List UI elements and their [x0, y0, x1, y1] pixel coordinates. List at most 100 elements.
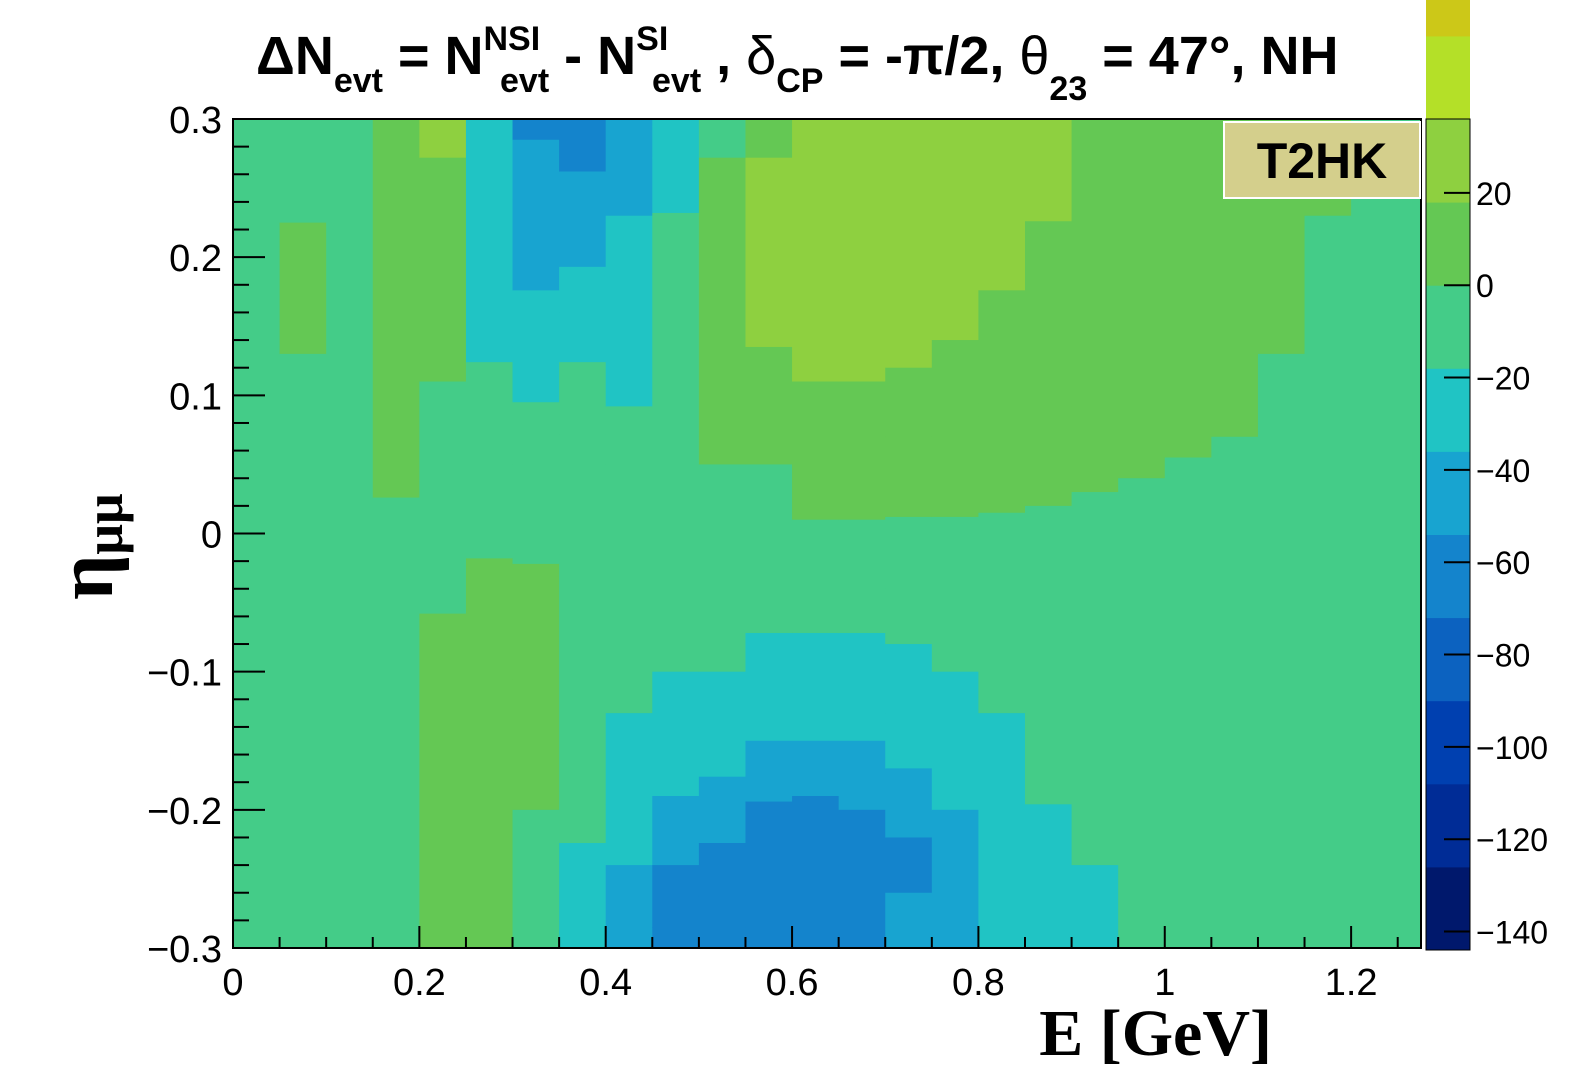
- y-tick-label: −0.3: [147, 929, 222, 971]
- heatmap-cell: [745, 685, 793, 742]
- heatmap-cell: [1164, 457, 1212, 714]
- title-delta: Δ: [256, 26, 295, 86]
- title-evt2: evt: [500, 62, 549, 100]
- heatmap-cell: [885, 892, 933, 949]
- heatmap-cell: [792, 865, 840, 949]
- heatmap-cell: [1118, 119, 1166, 242]
- heatmap-cell: [792, 250, 840, 383]
- heatmap-cell: [1164, 713, 1212, 949]
- colorbar-segment: [1426, 0, 1470, 37]
- x-tick-label: 0.2: [393, 962, 446, 1004]
- heatmap-cell: [652, 157, 700, 214]
- heatmap-cell: [745, 436, 793, 466]
- heatmap-cell: [838, 892, 886, 949]
- heatmap-cell: [233, 532, 281, 949]
- heatmap-cell: [792, 740, 840, 797]
- heatmap-cell: [1071, 119, 1119, 330]
- heatmap-cell: [885, 768, 933, 839]
- colorbar-tick-label: −60: [1476, 545, 1530, 581]
- heatmap-cell: [326, 768, 374, 949]
- heatmap-cell: [652, 927, 700, 949]
- heatmap-cell: [792, 574, 840, 634]
- heatmap-cell: [1025, 221, 1073, 407]
- heatmap-cell: [978, 610, 1026, 714]
- heatmap-cell: [885, 367, 933, 438]
- heatmap-cell: [652, 796, 700, 866]
- heatmap-cell: [885, 713, 933, 769]
- heatmap-cell: [279, 353, 327, 536]
- heatmap-cell: [559, 312, 607, 363]
- heatmap-cell: [745, 632, 793, 687]
- heatmap-cell: [1071, 492, 1119, 673]
- heatmap-cell: [792, 632, 840, 687]
- heatmap-cell: [652, 273, 700, 438]
- heatmap-cell: [978, 139, 1026, 291]
- heatmap-cell: [512, 464, 560, 565]
- heatmap-cell: [745, 588, 793, 634]
- colorbar-border: [1425, 118, 1471, 951]
- heatmap-cell: [559, 790, 607, 844]
- colorbar-tick-label: −140: [1476, 915, 1548, 951]
- heatmap-cell: [745, 119, 793, 159]
- heatmap-cell: [652, 212, 700, 275]
- heatmap-cell: [698, 842, 747, 897]
- heatmap-cell: [605, 804, 653, 866]
- heatmap-cell: [1071, 865, 1119, 949]
- heatmap-cell: [652, 125, 700, 159]
- heatmap-cell: [1118, 478, 1166, 714]
- heatmap-cell: [605, 139, 653, 217]
- colorbar-segment: [1426, 35, 1470, 120]
- heatmap-cell: [978, 713, 1026, 825]
- experiment-label-box: T2HK: [1223, 121, 1421, 199]
- x-axis-tick-labels: 0 0.2 0.4 0.6 0.8 1 1.2: [222, 962, 1377, 1004]
- heatmap-cell: [1025, 505, 1073, 634]
- heatmap-cell: [838, 740, 886, 811]
- heatmap-cell: [652, 865, 700, 928]
- heatmap-cell: [605, 637, 653, 714]
- heatmap-cell: [792, 119, 840, 251]
- colorbar-tick-label: 0: [1476, 268, 1494, 304]
- heatmap-cell: [931, 516, 980, 604]
- title-n2: N: [445, 26, 484, 86]
- heatmap-cell: [1164, 174, 1212, 459]
- heatmap-cell: [512, 809, 560, 949]
- heatmap-cell: [512, 199, 560, 291]
- heatmap-cell: [885, 270, 933, 369]
- heatmap-cell: [792, 457, 840, 521]
- x-axis-title: E [GeV]: [1039, 997, 1272, 1070]
- heatmap-cell: [838, 632, 886, 687]
- title-dcp-value: = -π/2,: [823, 26, 1019, 86]
- heatmap-cell: [698, 776, 747, 844]
- heatmap-cell: [838, 381, 886, 459]
- heatmap-cell: [605, 865, 653, 949]
- heatmap-cell: [1071, 329, 1119, 493]
- heatmap-cell: [698, 671, 747, 728]
- heatmap-cell: [978, 119, 1026, 141]
- heatmap-cell: [698, 895, 747, 949]
- plot-frame: [232, 118, 1422, 949]
- heatmap-cell: [559, 139, 607, 173]
- colorbar-segment: [1426, 617, 1470, 702]
- heatmap-cell: [885, 644, 933, 714]
- heatmap-cell: [652, 119, 700, 127]
- heatmap-cell: [372, 685, 420, 949]
- heatmap-cell: [605, 290, 653, 407]
- colorbar-segment: [1426, 700, 1470, 785]
- title-evt1: evt: [334, 62, 383, 100]
- heatmap-cell: [1118, 240, 1166, 479]
- chart-title: ΔNevt = NNSI evt - NSI evt , δCP = -π/2, θ…: [256, 20, 1338, 108]
- heatmap-cell: [419, 845, 467, 949]
- title-nsi: NSI: [484, 20, 541, 58]
- heatmap-cell: [792, 519, 840, 576]
- heatmap-cell: [792, 381, 840, 459]
- colorbar-tick-label: 20: [1476, 176, 1512, 212]
- heatmap-cell: [419, 381, 467, 615]
- heatmap-cell: [885, 119, 933, 272]
- heatmap-cell: [559, 920, 607, 949]
- heatmap-cell: [465, 362, 514, 466]
- heatmap-cell: [605, 215, 653, 291]
- heatmap-cell: [745, 157, 793, 217]
- colorbar: [1425, 0, 1471, 951]
- y-tick-label: 0: [201, 515, 222, 557]
